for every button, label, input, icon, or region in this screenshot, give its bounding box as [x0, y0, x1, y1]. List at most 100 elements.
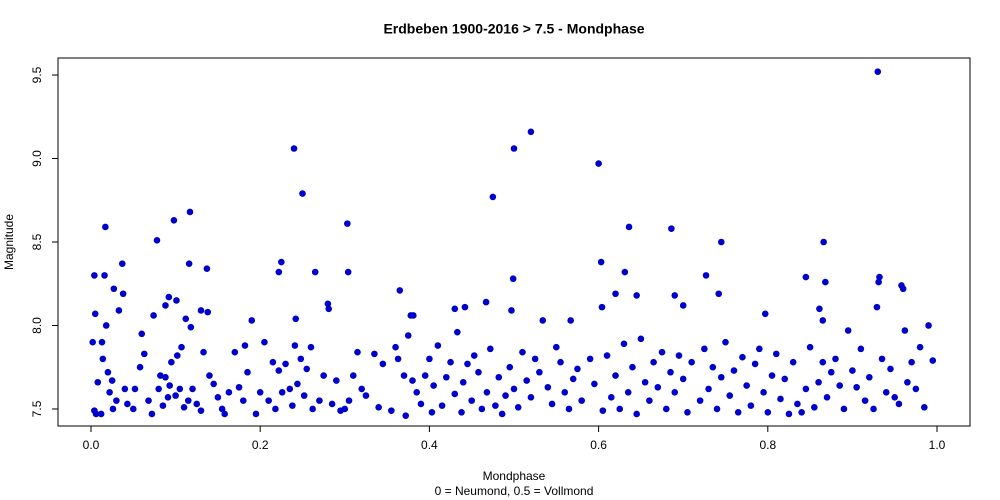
- point: [823, 393, 831, 401]
- point: [430, 382, 437, 389]
- point: [878, 355, 886, 363]
- point: [802, 273, 810, 281]
- point: [197, 407, 205, 414]
- point: [764, 409, 772, 416]
- point: [148, 410, 156, 418]
- point: [870, 405, 877, 413]
- point: [434, 342, 442, 349]
- point: [193, 400, 201, 408]
- point: [598, 303, 606, 311]
- point: [802, 385, 810, 393]
- point: [102, 223, 109, 231]
- point: [110, 285, 118, 293]
- point: [671, 388, 679, 396]
- point: [203, 265, 211, 273]
- point: [487, 345, 494, 353]
- point: [668, 225, 675, 232]
- point: [459, 378, 467, 386]
- point: [861, 397, 869, 404]
- point: [901, 327, 909, 334]
- point: [121, 385, 129, 393]
- point: [421, 372, 429, 379]
- point: [891, 393, 899, 401]
- point: [760, 388, 767, 396]
- point: [392, 343, 399, 351]
- point: [899, 285, 907, 293]
- point: [702, 272, 710, 279]
- point: [624, 388, 632, 396]
- point: [616, 405, 624, 413]
- point: [275, 367, 283, 374]
- point: [316, 397, 323, 404]
- x-axis-sublabel: 0 = Neumond, 0.5 = Vollmond: [435, 484, 594, 498]
- point: [743, 382, 750, 389]
- point: [730, 367, 738, 374]
- point: [705, 385, 712, 393]
- point: [895, 400, 903, 408]
- point: [621, 268, 629, 276]
- point: [118, 260, 126, 268]
- point: [574, 365, 581, 373]
- point: [231, 348, 239, 356]
- point: [101, 272, 108, 279]
- point: [180, 403, 188, 411]
- point: [882, 388, 890, 396]
- point: [874, 68, 882, 75]
- point: [200, 348, 207, 356]
- point: [278, 258, 285, 266]
- point: [908, 358, 915, 366]
- point: [816, 305, 823, 313]
- point: [396, 287, 404, 294]
- point: [510, 385, 518, 393]
- point: [772, 350, 780, 358]
- point: [131, 385, 139, 393]
- point: [539, 317, 547, 324]
- point: [349, 372, 357, 379]
- chart-title: Erdbeben 1900-2016 > 7.5 - Mondphase: [383, 21, 644, 37]
- point: [591, 380, 598, 388]
- point: [155, 385, 162, 393]
- point: [451, 390, 459, 398]
- point: [244, 368, 251, 376]
- point: [709, 363, 717, 371]
- x-tick-label: 0.8: [759, 438, 776, 452]
- point: [278, 388, 286, 396]
- point: [739, 353, 746, 361]
- point: [91, 272, 98, 279]
- point: [99, 355, 107, 363]
- point: [136, 363, 144, 371]
- point: [756, 345, 763, 353]
- point: [394, 355, 402, 363]
- point: [438, 402, 446, 409]
- point: [282, 360, 289, 368]
- point: [684, 409, 691, 416]
- point: [328, 400, 336, 408]
- point: [344, 220, 351, 227]
- point: [320, 372, 327, 379]
- point: [173, 297, 180, 304]
- point: [921, 403, 928, 411]
- point: [789, 358, 797, 366]
- point: [527, 128, 535, 136]
- point: [256, 388, 264, 396]
- point: [464, 360, 471, 368]
- point: [104, 368, 112, 376]
- point: [557, 358, 564, 366]
- point: [165, 293, 173, 301]
- point: [345, 397, 353, 404]
- point: [565, 405, 573, 413]
- point: [162, 373, 169, 381]
- point: [325, 305, 333, 313]
- point: [597, 258, 605, 266]
- point: [701, 345, 708, 353]
- point: [495, 373, 503, 381]
- point: [311, 268, 319, 276]
- point: [508, 307, 515, 314]
- point: [696, 397, 704, 404]
- y-tick-label: 8.0: [30, 317, 44, 334]
- point: [715, 290, 723, 298]
- point: [633, 410, 640, 418]
- point: [185, 260, 193, 268]
